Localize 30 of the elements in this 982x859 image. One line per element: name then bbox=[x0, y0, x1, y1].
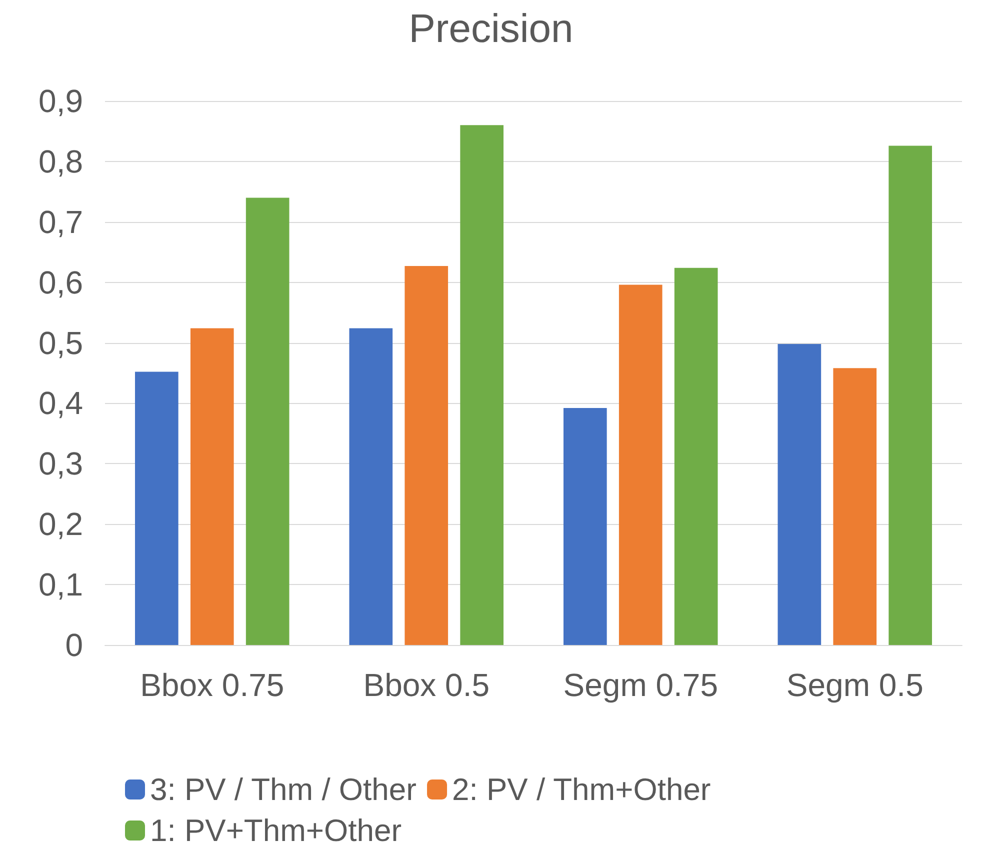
y-tick-label: 0,7 bbox=[38, 204, 83, 240]
bar bbox=[563, 408, 607, 645]
legend-label: 3: PV / Thm / Other bbox=[150, 772, 416, 807]
y-tick-label: 0,3 bbox=[38, 446, 83, 482]
legend-label: 2: PV / Thm+Other bbox=[452, 772, 711, 807]
bar bbox=[833, 368, 877, 645]
y-tick-label: 0 bbox=[65, 627, 83, 663]
bar bbox=[246, 198, 290, 645]
bar bbox=[134, 372, 178, 645]
x-tick-label: Segm 0.5 bbox=[786, 667, 924, 703]
bar bbox=[778, 344, 822, 645]
y-tick-label: 0,8 bbox=[38, 143, 83, 180]
bar bbox=[404, 266, 448, 645]
y-tick-label: 0,9 bbox=[38, 83, 83, 119]
bar bbox=[674, 268, 718, 645]
chart-title: Precision bbox=[408, 7, 574, 51]
x-tick-label: Bbox 0.5 bbox=[363, 667, 490, 703]
legend-label: 1: PV+Thm+Other bbox=[150, 813, 402, 848]
bar bbox=[460, 125, 504, 645]
bar bbox=[618, 284, 662, 645]
bar bbox=[349, 328, 393, 645]
x-tick-label: Bbox 0.75 bbox=[140, 667, 284, 703]
y-tick-label: 0,6 bbox=[38, 264, 83, 300]
bar bbox=[190, 328, 234, 645]
x-tick-label: Segm 0.75 bbox=[563, 667, 718, 703]
y-tick-label: 0,2 bbox=[38, 506, 83, 542]
y-tick-label: 0,5 bbox=[38, 324, 83, 361]
y-tick-label: 0,1 bbox=[38, 566, 83, 603]
y-tick-label: 0,4 bbox=[38, 385, 83, 422]
bar bbox=[888, 146, 932, 645]
